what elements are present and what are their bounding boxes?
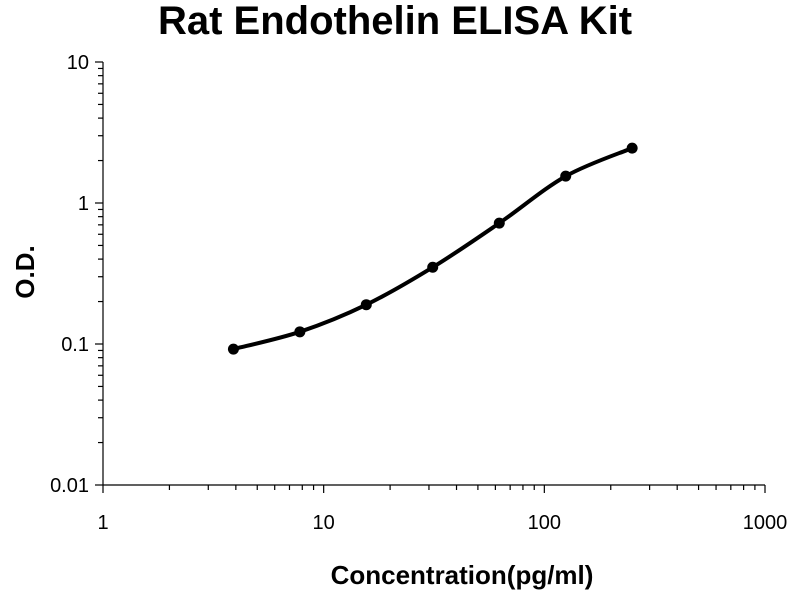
x-axis-ticks — [102, 485, 766, 493]
y-axis-tick-labels: 0.01 0.1 1 10 — [50, 52, 89, 497]
x-tick-label: 10 — [313, 512, 335, 534]
y-tick-label: 1 — [78, 193, 89, 215]
x-tick-label: 1 — [97, 512, 108, 534]
y-tick-label: 10 — [67, 52, 89, 74]
data-point — [626, 142, 638, 154]
y-axis-ticks — [95, 61, 103, 486]
data-point — [360, 299, 372, 311]
series-layer — [227, 142, 638, 355]
data-point — [294, 326, 306, 338]
y-tick-label: 0.01 — [50, 475, 89, 497]
chart-title: Rat Endothelin ELISA Kit — [158, 0, 632, 43]
x-axis-tick-labels: 1 10 100 1000 — [97, 512, 787, 534]
data-point — [427, 261, 439, 273]
x-axis-title: Concentration(pg/ml) — [331, 560, 594, 590]
data-point — [227, 343, 239, 355]
y-tick-label: 0.1 — [61, 334, 89, 356]
x-tick-label: 100 — [528, 512, 561, 534]
data-point — [560, 170, 572, 182]
y-axis-title: O.D. — [10, 245, 40, 298]
x-tick-label: 1000 — [743, 512, 788, 534]
series-line — [231, 146, 635, 352]
data-point — [493, 217, 505, 229]
